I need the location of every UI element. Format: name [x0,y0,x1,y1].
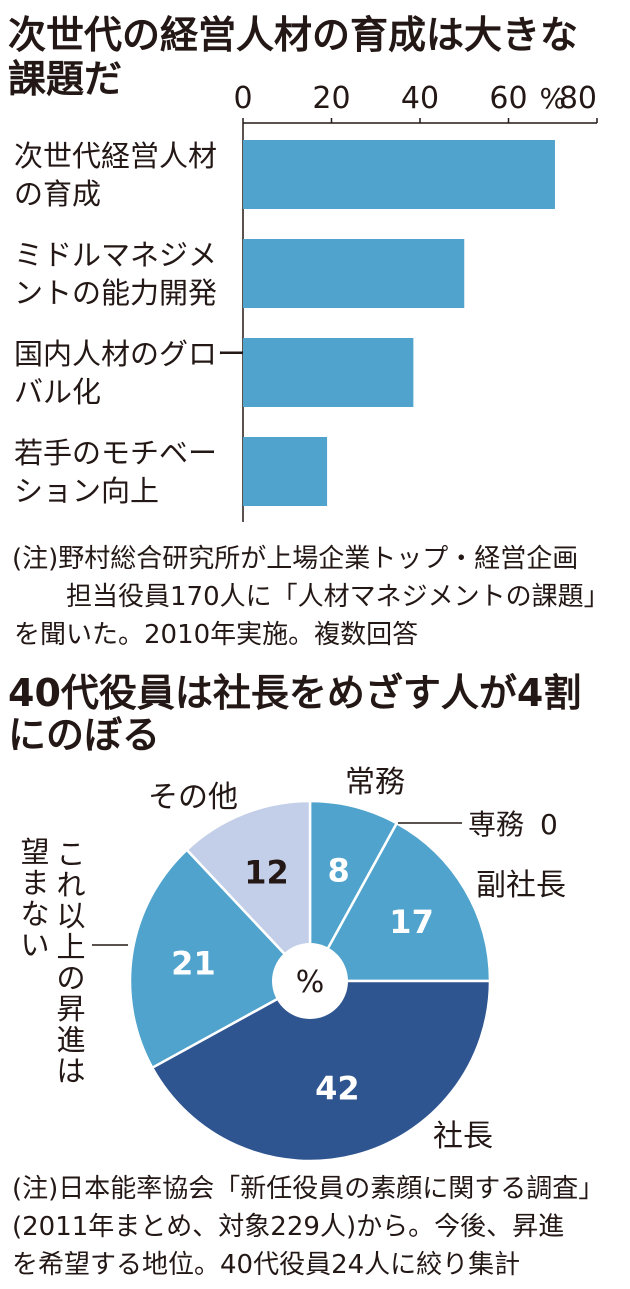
slice-value-label: 8 [327,852,349,890]
pie-unit-label: % [296,965,325,1000]
bar [243,239,465,308]
category-label: バル化 [14,375,101,409]
slice-value-label: 12 [244,853,289,891]
slice-category-label-char: れ [56,868,85,902]
x-tick-label: 80 [559,81,597,116]
slice-category-label-char: 望 [20,835,49,869]
pie-slice [185,799,312,985]
slice-category-label-char: の [56,961,85,995]
bar-chart-title-line2: 課題だ [8,57,122,101]
pie-slice [150,979,492,1163]
slice-category-label: 副社長 [476,868,566,903]
x-tick-label: 60 [489,81,527,116]
slice-category-label-char: 進 [56,1023,85,1057]
pie-note-line3: を希望する地位。40代役員24人に絞り集計 [12,1250,520,1280]
bar-note-line1: (注)野村総合研究所が上場企業トップ・経営企画 [12,544,578,574]
category-label: 次世代経営人材 [14,139,217,173]
category-label: ミドルマネジメ [14,238,217,272]
slice-category-label-char: ま [20,866,49,900]
slice-category-label: 専務 [468,808,524,841]
slice-category-label-char: い [20,928,49,962]
pie-chart-title-line2: にのぼる [8,713,160,757]
bar [243,140,555,209]
slice-value-label: 42 [315,1070,360,1108]
slice-category-label-char: は [56,1054,85,1088]
bar [243,437,328,506]
pie-slice [128,848,313,1070]
x-unit-label: % [539,82,566,115]
slice-value-outside-label: 0 [540,808,558,841]
pie-chart-title-line1: 40代役員は社長をめざす人が4割 [8,671,581,715]
slice-category-label-char: な [20,897,49,931]
x-tick-label: 20 [312,81,350,116]
slice-category-label: 常務 [345,765,405,800]
pie-note-line2: (2011年まとめ、対象229人)から。今後、昇進 [12,1212,564,1242]
pie-slice [307,821,492,983]
x-tick-label: 0 [233,81,252,116]
category-label: 若手のモチベー [14,436,217,470]
bar-chart-categories: 次世代経営人材の育成ミドルマネジメントの能力開発国内人材のグローバル化若手のモチ… [14,139,246,508]
bar-note-line3: を聞いた。2010年実施。複数回答 [14,620,418,650]
slice-value-label: 17 [389,903,434,941]
pie-note-line1: (注)日本能率協会「新任役員の素顔に関する調査」 [12,1174,604,1204]
slice-category-label-char: 以 [56,899,85,933]
slice-category-label: 社長 [433,1119,493,1154]
x-tick-label: 40 [401,81,439,116]
bar [243,338,414,407]
category-label: の育成 [14,177,101,211]
category-label: 国内人材のグロー [14,337,246,371]
slice-category-label-char: 上 [56,930,85,964]
bar-chart-bars [243,140,555,506]
category-label: ション向上 [14,474,159,508]
category-label: ントの能力開発 [14,276,217,310]
pie-slice [308,799,399,982]
bar-note-line2: 担当役員170人に「人材マネジメントの課題」 [66,582,610,612]
bar-chart-title-line1: 次世代の経営人材の育成は大きな [8,13,578,57]
slice-category-label-char: 昇 [56,992,85,1026]
pie-chart-slices: % [128,799,492,1163]
pie-center-hole [272,943,348,1019]
slice-category-label-char: こ [56,837,85,871]
bar-chart-axis: 0 20 40 60 80% [233,81,598,522]
slice-value-label: 21 [171,945,216,983]
slice-category-label: その他 [148,780,238,815]
